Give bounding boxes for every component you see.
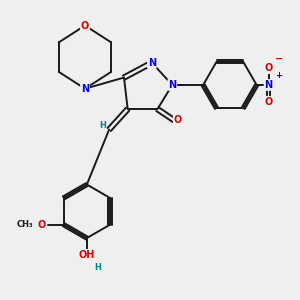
Text: H: H [94, 263, 101, 272]
Text: N: N [148, 58, 156, 68]
Text: −: − [275, 54, 283, 64]
Text: O: O [264, 63, 273, 73]
Text: N: N [265, 80, 273, 90]
Text: H: H [99, 122, 106, 130]
Text: O: O [264, 97, 273, 107]
Text: OH: OH [79, 250, 95, 260]
Text: O: O [37, 220, 46, 230]
Text: CH₃: CH₃ [16, 220, 33, 229]
Text: +: + [275, 71, 282, 80]
Text: O: O [174, 115, 182, 125]
Text: N: N [81, 84, 89, 94]
Text: N: N [168, 80, 176, 90]
Text: O: O [81, 20, 89, 31]
